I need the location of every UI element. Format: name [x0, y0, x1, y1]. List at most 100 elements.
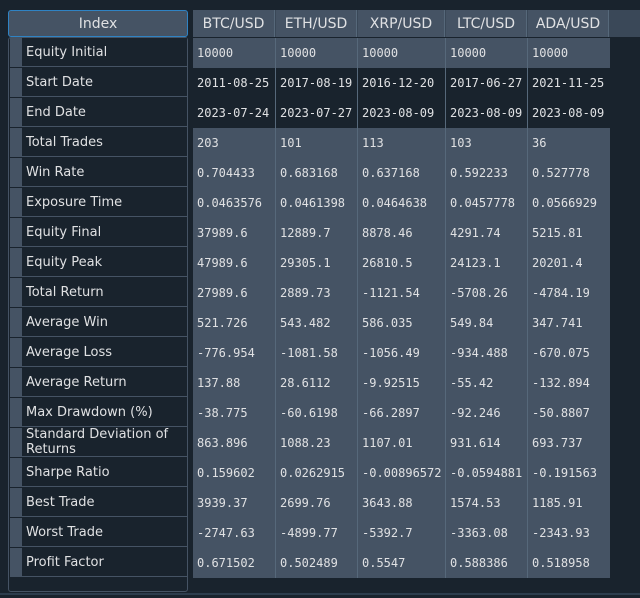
- table-cell[interactable]: -50.8807: [532, 406, 590, 420]
- table-cell[interactable]: 0.0464638: [358, 188, 446, 218]
- table-cell[interactable]: 10000: [358, 38, 446, 68]
- row-header[interactable]: Best Trade: [10, 487, 187, 517]
- table-cell[interactable]: 0.0457778: [446, 188, 528, 218]
- table-cell[interactable]: 347.741: [532, 316, 583, 330]
- table-cell[interactable]: 103: [446, 128, 528, 158]
- table-cell[interactable]: -0.00896572: [358, 458, 446, 488]
- row-grip[interactable]: [10, 397, 22, 427]
- table-cell[interactable]: 2017-06-27: [446, 68, 528, 98]
- table-cell[interactable]: 863.896: [193, 428, 276, 458]
- row-grip[interactable]: [10, 67, 22, 97]
- table-cell[interactable]: 8878.46: [358, 218, 446, 248]
- row-grip[interactable]: [10, 157, 22, 187]
- table-cell[interactable]: 10000: [532, 46, 569, 60]
- table-cell[interactable]: 10000: [446, 38, 528, 68]
- table-cell[interactable]: -5392.7: [358, 518, 446, 548]
- table-cell[interactable]: 1088.23: [276, 428, 358, 458]
- row-grip[interactable]: [10, 37, 22, 67]
- row-grip[interactable]: [10, 97, 22, 127]
- table-cell[interactable]: 137.88: [193, 368, 276, 398]
- row-header[interactable]: Max Drawdown (%): [10, 397, 187, 427]
- row-grip[interactable]: [10, 367, 22, 397]
- table-cell[interactable]: 0.671502: [193, 548, 276, 578]
- table-cell[interactable]: 2017-08-19: [276, 68, 358, 98]
- table-cell[interactable]: -38.775: [193, 398, 276, 428]
- column-header[interactable]: ETH/USD: [276, 10, 357, 37]
- table-cell[interactable]: -670.075: [532, 346, 590, 360]
- column-header[interactable]: LTC/USD: [446, 10, 527, 37]
- table-cell[interactable]: 2889.73: [276, 278, 358, 308]
- table-cell[interactable]: 203: [193, 128, 276, 158]
- table-cell[interactable]: 47989.6: [193, 248, 276, 278]
- table-cell[interactable]: 0.5547: [358, 548, 446, 578]
- table-cell[interactable]: -1121.54: [358, 278, 446, 308]
- table-cell[interactable]: 1185.91: [532, 496, 583, 510]
- table-cell[interactable]: 931.614: [446, 428, 528, 458]
- table-cell[interactable]: 4291.74: [446, 218, 528, 248]
- column-header[interactable]: ADA/USD: [528, 10, 609, 37]
- table-cell[interactable]: 20201.4: [532, 256, 583, 270]
- table-cell[interactable]: 2023-07-27: [276, 98, 358, 128]
- table-cell[interactable]: 3643.88: [358, 488, 446, 518]
- table-cell[interactable]: 2023-08-09: [358, 98, 446, 128]
- table-cell[interactable]: 693.737: [532, 436, 583, 450]
- table-cell[interactable]: 549.84: [446, 308, 528, 338]
- table-cell[interactable]: 0.0461398: [276, 188, 358, 218]
- table-cell[interactable]: -0.0594881: [446, 458, 528, 488]
- table-cell[interactable]: 12889.7: [276, 218, 358, 248]
- row-header[interactable]: Total Trades: [10, 127, 187, 157]
- row-header[interactable]: Start Date: [10, 67, 187, 97]
- table-cell[interactable]: 24123.1: [446, 248, 528, 278]
- horizontal-scrollbar-track[interactable]: [0, 593, 640, 595]
- row-grip[interactable]: [10, 217, 22, 247]
- row-grip[interactable]: [10, 127, 22, 157]
- table-cell[interactable]: 10000: [276, 38, 358, 68]
- column-header[interactable]: BTC/USD: [193, 10, 275, 37]
- table-cell[interactable]: -0.191563: [532, 466, 598, 480]
- table-cell[interactable]: 1107.01: [358, 428, 446, 458]
- table-cell[interactable]: 0.502489: [276, 548, 358, 578]
- row-header[interactable]: Average Win: [10, 307, 187, 337]
- table-cell[interactable]: -66.2897: [358, 398, 446, 428]
- row-header[interactable]: Profit Factor: [10, 547, 187, 577]
- row-grip[interactable]: [10, 517, 22, 547]
- table-cell[interactable]: 0.0463576: [193, 188, 276, 218]
- row-header[interactable]: End Date: [10, 97, 187, 127]
- table-cell[interactable]: 2011-08-25: [193, 68, 276, 98]
- table-cell[interactable]: 3939.37: [193, 488, 276, 518]
- table-cell[interactable]: 0.704433: [193, 158, 276, 188]
- table-cell[interactable]: 0.637168: [358, 158, 446, 188]
- table-cell[interactable]: 10000: [193, 38, 276, 68]
- table-cell[interactable]: -5708.26: [446, 278, 528, 308]
- table-cell[interactable]: 113: [358, 128, 446, 158]
- row-header[interactable]: Average Return: [10, 367, 187, 397]
- row-header[interactable]: Win Rate: [10, 157, 187, 187]
- table-cell[interactable]: 0.159602: [193, 458, 276, 488]
- table-cell[interactable]: -1081.58: [276, 338, 358, 368]
- table-cell[interactable]: -92.246: [446, 398, 528, 428]
- table-cell[interactable]: -9.92515: [358, 368, 446, 398]
- table-cell[interactable]: 37989.6: [193, 218, 276, 248]
- index-header[interactable]: Index: [8, 10, 188, 37]
- row-header[interactable]: Total Return: [10, 277, 187, 307]
- table-cell[interactable]: 101: [276, 128, 358, 158]
- table-cell[interactable]: 0.0566929: [532, 196, 598, 210]
- table-cell[interactable]: 0.518958: [532, 556, 590, 570]
- row-grip[interactable]: [10, 547, 22, 577]
- table-cell[interactable]: -55.42: [446, 368, 528, 398]
- table-cell[interactable]: -1056.49: [358, 338, 446, 368]
- table-cell[interactable]: -2747.63: [193, 518, 276, 548]
- table-cell[interactable]: 0.527778: [532, 166, 590, 180]
- column-header[interactable]: XRP/USD: [358, 10, 445, 37]
- table-cell[interactable]: 26810.5: [358, 248, 446, 278]
- table-cell[interactable]: 0.0262915: [276, 458, 358, 488]
- table-cell[interactable]: -934.488: [446, 338, 528, 368]
- table-cell[interactable]: 27989.6: [193, 278, 276, 308]
- row-header[interactable]: Exposure Time: [10, 187, 187, 217]
- table-cell[interactable]: 5215.81: [532, 226, 583, 240]
- table-cell[interactable]: 28.6112: [276, 368, 358, 398]
- row-grip[interactable]: [10, 457, 22, 487]
- table-cell[interactable]: 2016-12-20: [358, 68, 446, 98]
- table-cell[interactable]: 36: [532, 136, 547, 150]
- table-cell[interactable]: 586.035: [358, 308, 446, 338]
